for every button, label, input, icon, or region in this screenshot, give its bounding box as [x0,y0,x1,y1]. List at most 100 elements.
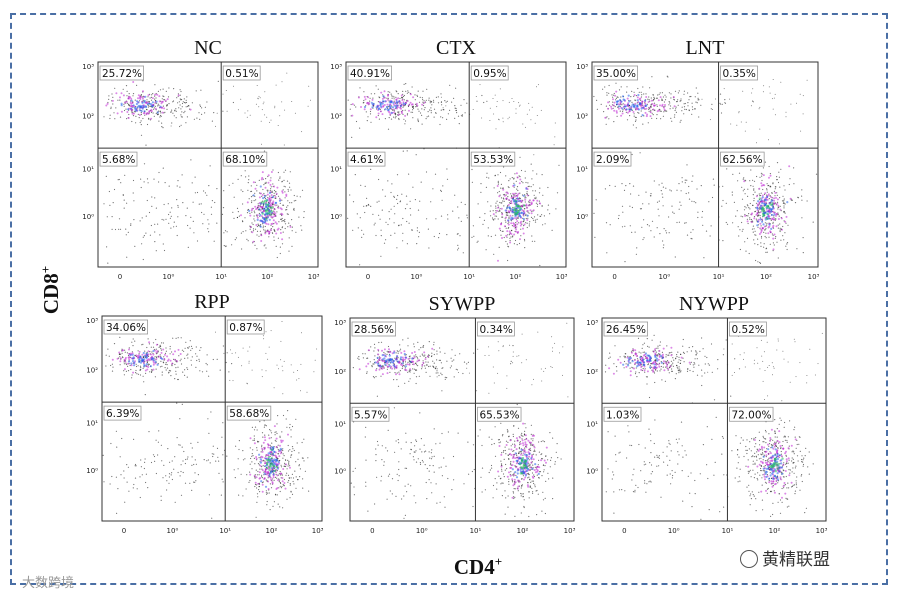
event-dot [759,215,761,217]
event-dot [433,366,435,368]
event-dot [249,228,251,230]
event-dot [752,88,754,90]
event-dot [183,98,185,100]
event-dot [132,179,135,182]
event-dot [145,372,147,374]
event-dot [754,243,756,245]
event-dot [541,205,543,207]
event-dot [122,194,124,196]
event-dot [268,346,270,348]
event-dot [198,360,200,362]
event-dot [128,347,130,349]
event-dot [621,226,624,228]
event-dot [434,173,437,175]
event-dot [472,225,474,227]
event-dot [353,486,355,488]
quadrant-upper-left-box [593,65,638,81]
event-dot [270,228,272,230]
event-dot [509,218,512,221]
event-dot [127,360,131,363]
event-dot [152,342,155,344]
event-dot [393,111,395,114]
event-dot [487,227,489,229]
event-dot [773,97,775,99]
event-dot [291,101,293,102]
event-dot [544,367,546,369]
event-dot [525,359,527,361]
event-dot [407,483,409,485]
event-dot [628,110,631,113]
event-dot [252,230,255,232]
event-dot [263,229,265,231]
event-dot [147,338,149,340]
event-dot [281,217,283,220]
event-dot [439,123,441,126]
event-dot [382,366,385,369]
event-dot [451,489,453,491]
event-dot [457,206,459,208]
event-dot [743,180,746,183]
event-dot [160,360,162,362]
event-dot [386,353,388,355]
event-dot [153,178,155,180]
event-dot [609,184,611,187]
event-dot [732,173,734,175]
event-dot [232,101,234,104]
event-dot [657,99,660,102]
event-dot [781,200,784,202]
event-dot [494,94,496,96]
event-dot [724,99,726,101]
event-dot [222,481,224,483]
event-dot [387,98,389,101]
event-dot [661,105,664,107]
event-dot [500,197,503,199]
event-dot [164,352,167,354]
event-dot [307,105,309,107]
event-dot [151,104,154,108]
event-dot [522,123,524,125]
event-dot [369,113,372,115]
event-dot [508,221,510,223]
event-dot [658,215,660,217]
event-dot [263,478,266,480]
event-dot [160,444,162,446]
event-dot [640,99,642,101]
event-dot [466,214,468,216]
event-dot [512,235,514,237]
event-dot [366,197,368,199]
event-dot [711,196,714,199]
event-dot [406,363,409,366]
event-dot [484,213,486,215]
event-dot [103,203,105,205]
event-dot [668,101,670,103]
event-dot [151,101,154,104]
panel-title: CTX [436,37,477,59]
event-dot [289,483,291,485]
event-dot [767,206,771,210]
event-dot [186,116,188,118]
event-dot [120,353,122,355]
event-dot [604,116,607,119]
event-dot [377,88,379,90]
event-dot [157,454,159,456]
event-dot [275,245,277,247]
event-dot [254,483,257,486]
event-dot [547,209,549,211]
event-dot [423,351,426,354]
x-tick-label: 10² [510,273,522,281]
event-dot [123,199,125,201]
event-dot [650,99,653,102]
event-dot [515,204,519,208]
event-dot [708,201,710,203]
event-dot [303,460,305,462]
quadrant-upper-left-label: 34.06% [106,322,146,334]
event-dot [447,477,449,480]
event-dot [126,102,128,104]
event-dot [417,365,419,367]
event-dot [433,471,435,473]
event-dot [276,477,278,479]
event-dot [201,107,203,109]
event-dot [650,193,652,195]
event-dot [514,212,518,215]
event-dot [764,222,767,224]
